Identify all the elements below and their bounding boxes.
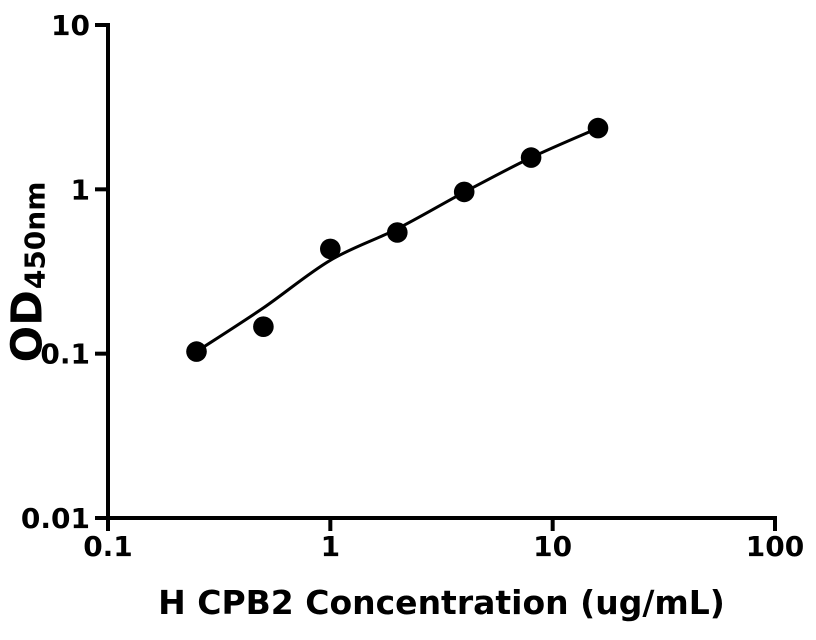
data-point-marker <box>587 117 609 139</box>
y-axis-title-subscript: 450nm <box>18 181 52 290</box>
data-point-marker <box>253 316 274 338</box>
y-axis-title-main: OD <box>2 290 53 363</box>
y-tick-label: 1 <box>71 173 90 206</box>
data-point-marker <box>520 147 542 168</box>
x-axis-title: H CPB2 Concentration (ug/mL) <box>158 583 725 622</box>
y-tick-label: 0.1 <box>40 338 90 371</box>
y-axis-title: OD450nm <box>3 181 53 363</box>
y-tick-label: 0.01 <box>21 502 90 535</box>
x-tick-label: 1 <box>321 530 340 563</box>
data-point-marker <box>186 341 207 362</box>
x-tick-label: 100 <box>746 530 804 563</box>
data-point-marker <box>453 181 475 203</box>
y-tick-label: 10 <box>51 9 90 42</box>
x-tick-label: 0.1 <box>83 530 133 563</box>
data-point-marker <box>387 222 408 243</box>
x-tick-label: 10 <box>533 530 572 563</box>
data-point-marker <box>320 238 341 260</box>
